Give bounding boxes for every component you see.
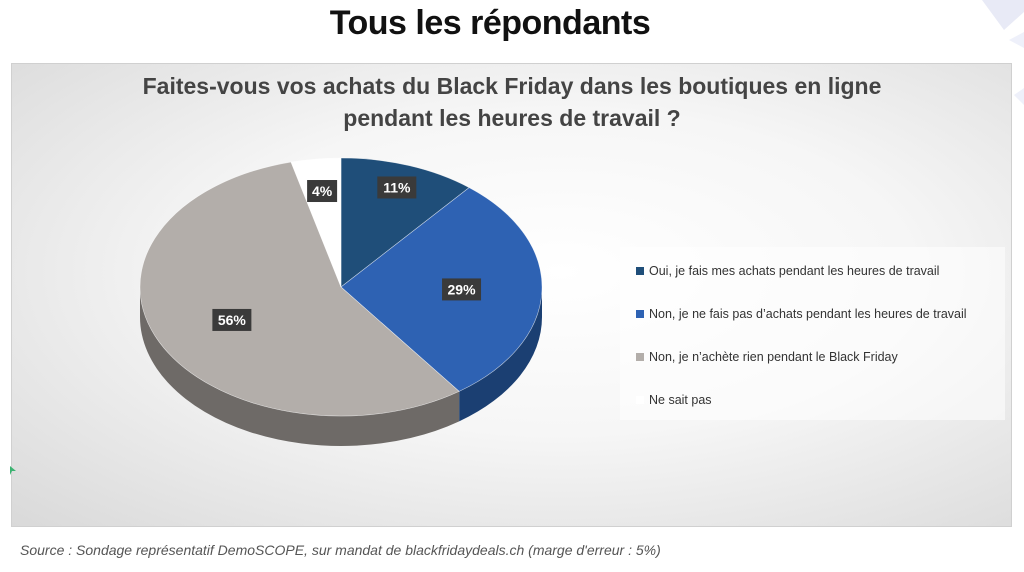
legend-swatch	[636, 353, 644, 361]
legend-swatch	[636, 267, 644, 275]
data-label-non-je-ne-fais-pas-d-achats-pendant-les-heures-de-travail: 29%	[442, 278, 482, 301]
data-label-box	[442, 278, 482, 301]
data-label-box	[307, 180, 338, 203]
corner-decoration	[982, 0, 1024, 105]
data-label-ne-sait-pas: 4%	[307, 180, 338, 203]
legend-swatch	[636, 310, 644, 318]
page-title: Tous les répondants	[329, 4, 651, 42]
chart-title-line-1: Faites-vous vos achats du Black Friday d…	[142, 73, 882, 99]
data-label-non-je-n-achete-rien-pendant-le-black-friday: 56%	[212, 308, 252, 331]
legend-swatch	[636, 396, 644, 404]
legend: Oui, je fais mes achats pendant les heur…	[620, 247, 1005, 420]
pie-slice-non-je-n-achete-rien-pendant-le-black-friday	[139, 161, 460, 417]
legend-label: Ne sait pas	[649, 393, 712, 407]
chart-panel: Faites-vous vos achats du Black Friday d…	[11, 63, 1012, 527]
pie-chart: 11% 29% 56% 4%	[139, 157, 543, 446]
pie-side-non-je-ne-fais-pas-d-achats-pendant-les-heures-de-travail	[459, 287, 542, 422]
chart-title-line-2: pendant les heures de travail ?	[343, 105, 681, 131]
data-label-text: 29%	[448, 281, 477, 297]
pie-slice-oui-je-fais-mes-achats-pendant-les-heures-de-travail	[340, 157, 470, 288]
legend-label: Oui, je fais mes achats pendant les heur…	[649, 264, 940, 278]
legend-label: Non, je ne fais pas d’achats pendant les…	[649, 307, 967, 321]
legend-item-oui: Oui, je fais mes achats pendant les heur…	[636, 264, 939, 278]
chart-title: Faites-vous vos achats du Black Friday d…	[72, 70, 952, 134]
data-label-text: 11%	[383, 179, 411, 195]
legend-item-ne-sait-pas: Ne sait pas	[636, 393, 712, 407]
legend-item-non-pas-achats: Non, je ne fais pas d’achats pendant les…	[636, 307, 967, 321]
data-label-box	[212, 308, 252, 331]
data-label-oui-je-fais-mes-achats-pendant-les-heures-de-travail: 11%	[377, 176, 417, 199]
legend-label: Non, je n’achète rien pendant le Black F…	[649, 350, 898, 364]
data-label-text: 4%	[312, 183, 333, 199]
data-label-text: 56%	[218, 312, 247, 328]
pie-slice-non-je-ne-fais-pas-d-achats-pendant-les-heures-de-travail	[340, 187, 543, 392]
legend-item-non-rien: Non, je n’achète rien pendant le Black F…	[636, 350, 898, 364]
source-note: Source : Sondage représentatif DemoSCOPE…	[20, 542, 661, 558]
pie-side-non-je-n-achete-rien-pendant-le-black-friday	[140, 287, 460, 446]
data-label-box	[377, 176, 417, 199]
cursor-icon	[10, 466, 16, 475]
